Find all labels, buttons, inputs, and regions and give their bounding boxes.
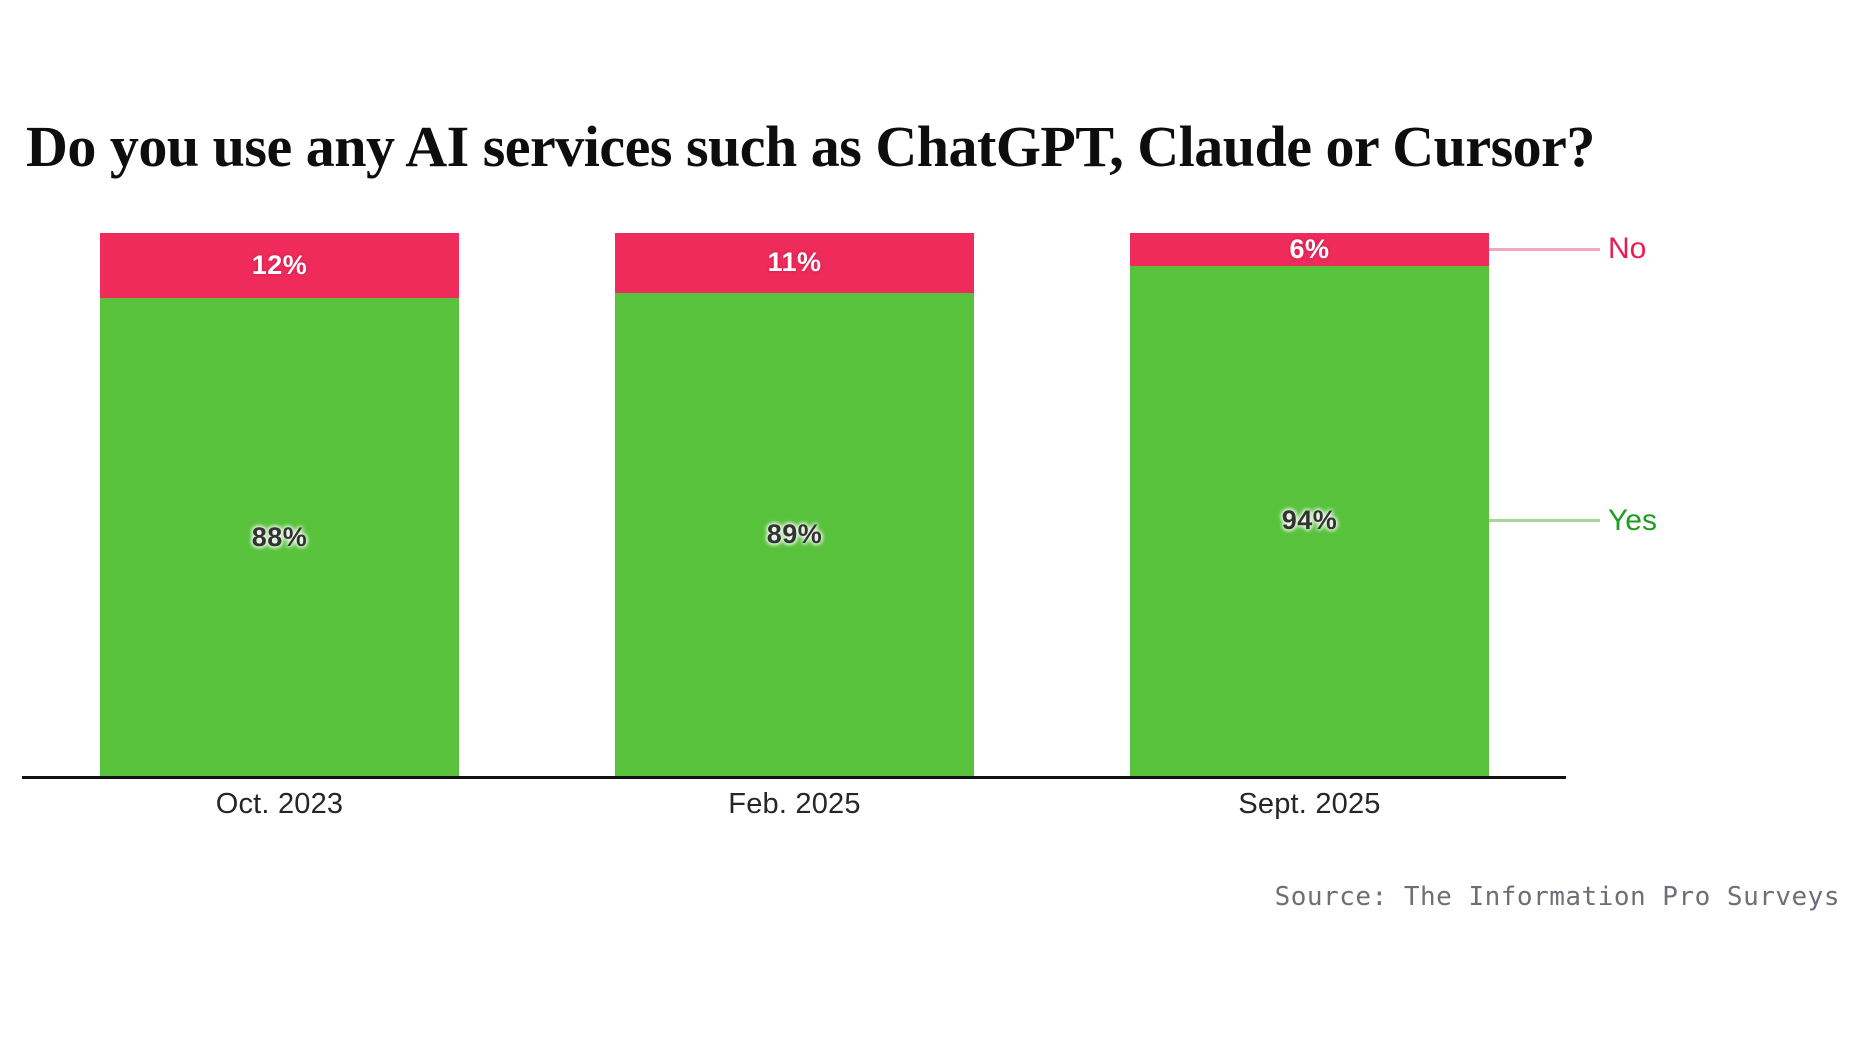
stacked-bar: 6% 94% — [1130, 233, 1489, 776]
x-axis-line — [22, 776, 1566, 779]
legend-label-no: No — [1608, 232, 1647, 266]
bar-segment-no: 6% — [1130, 233, 1489, 266]
stacked-bar: 11% 89% — [615, 233, 974, 776]
value-label-no: 11% — [767, 247, 822, 278]
yes-legend-connector-line — [1489, 519, 1600, 523]
bar-segment-no: 11% — [615, 233, 974, 293]
bar-segment-yes: 94% — [1130, 265, 1489, 776]
no-legend-connector-line — [1489, 247, 1600, 251]
bar-segment-yes: 89% — [615, 292, 974, 776]
x-axis-category-label: Sept. 2025 — [1238, 788, 1381, 820]
x-axis-category-label: Oct. 2023 — [215, 788, 344, 820]
value-label-no: 12% — [251, 250, 308, 281]
value-label-yes: 94% — [1281, 505, 1338, 536]
value-label-no: 6% — [1289, 233, 1330, 264]
bar-segment-yes: 88% — [100, 298, 459, 776]
x-axis-category-label: Feb. 2025 — [728, 788, 861, 820]
chart-title: Do you use any AI services such as ChatG… — [26, 114, 1595, 179]
stacked-bar: 12% 88% — [100, 233, 459, 776]
bar-segment-no: 12% — [100, 233, 459, 299]
source-credit: Source: The Information Pro Surveys — [1274, 882, 1840, 912]
legend-label-yes: Yes — [1608, 503, 1657, 537]
value-label-yes: 88% — [251, 521, 308, 552]
value-label-yes: 89% — [766, 518, 823, 549]
